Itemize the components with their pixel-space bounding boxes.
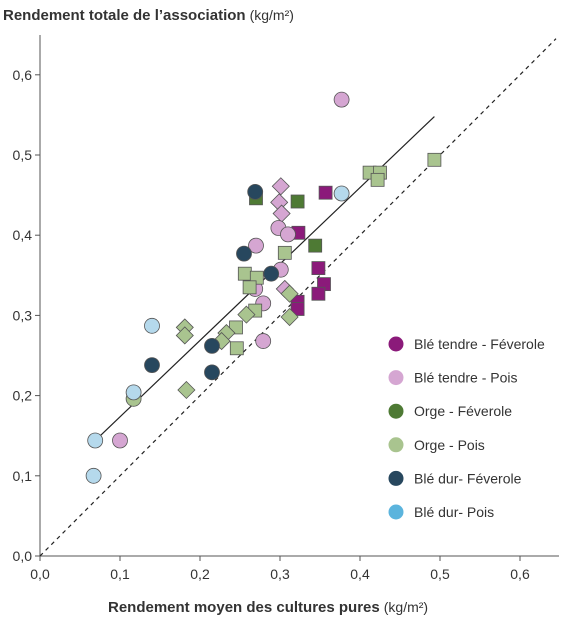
data-point	[280, 284, 299, 303]
y-tick-label: 0,3	[13, 307, 33, 323]
data-point	[237, 305, 256, 324]
data-point	[280, 226, 296, 243]
legend-label: Blé dur- Pois	[414, 504, 494, 520]
data-point	[277, 245, 292, 260]
y-tick-label: 0,5	[13, 147, 33, 163]
data-point	[177, 380, 196, 400]
axes: 0,0 0,1 0,2 0,3 0,4 0,5 0,6 0,0 0,1 0,2 0,3 0,4 0,5 0…	[13, 35, 559, 582]
data-point	[175, 326, 194, 345]
data-point	[242, 280, 257, 295]
y-tick-label: 0,4	[13, 227, 33, 243]
x-tick-label: 0,5	[430, 566, 450, 582]
x-tick-label: 0,2	[190, 566, 210, 582]
data-point	[248, 237, 264, 254]
data-point	[311, 261, 326, 275]
data-point	[85, 467, 102, 484]
legend: Blé tendre - Féverole Blé tendre - Pois Or…	[388, 336, 545, 520]
x-axis-title: Rendement moyen des cultures pures (kg/m²…	[108, 599, 428, 616]
y-axis-title: Rendement totale de l’association (kg/m²)	[3, 7, 294, 24]
legend-label: Orge - Pois	[414, 437, 485, 453]
series-5	[85, 185, 350, 484]
legend-marker	[388, 403, 404, 419]
data-point	[290, 194, 305, 209]
data-point	[236, 245, 252, 262]
data-point	[263, 265, 280, 282]
data-point	[333, 185, 350, 202]
identity-line	[39, 38, 557, 557]
data-point	[311, 286, 326, 301]
data-point	[229, 341, 244, 356]
y-axis-title-unit: (kg/m²)	[250, 7, 294, 23]
x-tick-label: 0,6	[510, 566, 530, 582]
series-0	[290, 185, 333, 316]
data-point	[271, 177, 290, 196]
x-tick-label: 0,0	[30, 566, 50, 582]
data-point	[318, 185, 333, 200]
data-point	[125, 384, 142, 401]
series-4	[144, 183, 280, 381]
data-point	[87, 432, 104, 449]
y-tick-label: 0,6	[13, 67, 33, 83]
legend-marker	[388, 470, 404, 486]
y-axis-title-text: Rendement totale de l’association	[3, 7, 246, 24]
legend-marker	[388, 336, 404, 352]
data-point	[204, 337, 220, 354]
x-tick-label: 0,3	[270, 566, 290, 582]
data-point	[144, 357, 160, 374]
legend-marker	[388, 504, 404, 520]
x-axis-title-text: Rendement moyen des cultures pures	[108, 599, 380, 616]
data-point	[427, 152, 442, 167]
regression-line	[93, 116, 435, 442]
y-tick-label: 0,1	[13, 468, 33, 484]
data-point	[280, 307, 299, 327]
legend-marker	[388, 437, 404, 453]
legend-label: Blé tendre - Pois	[414, 370, 518, 386]
data-point	[255, 333, 272, 349]
legend-marker	[388, 370, 404, 386]
data-point	[308, 238, 323, 253]
data-point	[333, 91, 350, 108]
series-3	[125, 152, 442, 407]
data-point	[112, 432, 128, 449]
data-point	[144, 317, 160, 334]
x-axis-title-unit: (kg/m²)	[384, 599, 428, 615]
legend-label: Blé tendre - Féverole	[414, 336, 545, 352]
x-tick-label: 0,4	[350, 566, 370, 582]
legend-label: Blé dur- Féverole	[414, 470, 522, 486]
y-tick-label: 0,2	[13, 388, 33, 404]
data-point	[204, 364, 220, 381]
data-point	[370, 172, 385, 187]
y-tick-label: 0,0	[13, 548, 33, 564]
x-tick-label: 0,1	[110, 566, 130, 582]
data-points	[85, 91, 442, 484]
data-point	[247, 183, 264, 200]
data-point	[237, 266, 252, 281]
data-point	[290, 302, 305, 316]
legend-label: Orge - Féverole	[414, 403, 512, 419]
